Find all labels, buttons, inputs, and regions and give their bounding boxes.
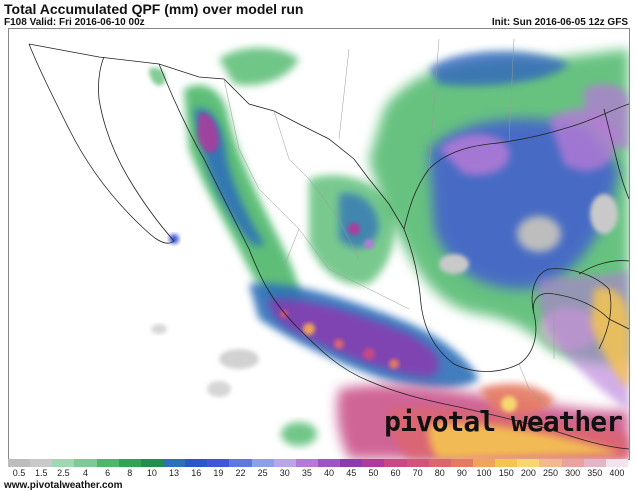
legend-label: 13 — [169, 468, 180, 478]
legend-swatch — [517, 459, 540, 467]
legend-label: 50 — [368, 468, 379, 478]
legend-swatch — [561, 459, 584, 467]
legend-swatch — [96, 459, 119, 467]
legend-label: 35 — [301, 468, 312, 478]
legend-swatch — [229, 459, 252, 467]
precip-field — [149, 47, 629, 459]
legend-label: 45 — [346, 468, 357, 478]
legend-swatch — [251, 459, 274, 467]
legend-label: 70 — [412, 468, 423, 478]
florida-coast — [603, 108, 629, 200]
legend-swatch — [8, 459, 31, 467]
legend-label: 200 — [520, 468, 536, 478]
legend-label: 25 — [257, 468, 268, 478]
map-title: Total Accumulated QPF (mm) over model ru… — [4, 1, 304, 17]
map-svg — [28, 38, 629, 459]
color-scale-bar — [8, 459, 628, 467]
cuba-coast — [578, 260, 629, 275]
legend-label: 40 — [324, 468, 335, 478]
pivotal-weather-logo: pivotal weather — [384, 405, 623, 438]
precipitation-map[interactable] — [8, 28, 630, 460]
texas-coast — [403, 103, 629, 230]
legend-swatch — [30, 459, 53, 467]
legend-label: 80 — [434, 468, 445, 478]
legend-swatch — [605, 459, 628, 467]
pacific-coast — [158, 63, 629, 450]
legend-label: 2.5 — [57, 468, 70, 478]
legend-swatch — [207, 459, 230, 467]
baja-california-coast — [28, 43, 175, 244]
legend-label: 22 — [235, 468, 246, 478]
legend-swatch — [118, 459, 141, 467]
legend-label: 1.5 — [34, 468, 48, 478]
legend-swatch — [583, 459, 606, 467]
legend-label: 100 — [476, 468, 492, 478]
source-url[interactable]: www.pivotalweather.com — [4, 480, 123, 491]
legend-swatch — [52, 459, 75, 467]
state-borders — [223, 38, 555, 410]
legend-label: 8 — [127, 468, 133, 478]
legend-label: 400 — [609, 468, 625, 478]
legend-swatch — [162, 459, 186, 467]
legend-swatch — [140, 459, 163, 467]
legend-swatch — [450, 459, 473, 467]
legend-label: 4 — [82, 468, 89, 478]
legend-swatch — [295, 459, 318, 467]
legend-label: 60 — [390, 468, 401, 478]
legend-swatch — [539, 459, 562, 467]
legend-label: 150 — [498, 468, 514, 478]
legend-label: 10 — [146, 468, 157, 478]
legend-label: 19 — [213, 468, 224, 478]
legend-swatch — [472, 459, 496, 467]
legend-label: 300 — [565, 468, 581, 478]
legend-swatch — [406, 459, 429, 467]
legend-swatch — [317, 459, 341, 467]
legend-label: 6 — [105, 468, 111, 478]
legend-swatch — [340, 459, 363, 467]
color-scale-labels: 0.5 1.5 2.5 4 6 8 10 13 16 19 22 25 30 35 40 45 50 60 70 80… — [8, 468, 628, 480]
legend-label: 30 — [279, 468, 290, 478]
legend-swatch — [384, 459, 407, 467]
legend-label: 250 — [542, 468, 559, 478]
legend-label: 350 — [587, 468, 603, 478]
legend-swatch — [362, 459, 385, 467]
legend-swatch — [428, 459, 451, 467]
legend-swatch — [185, 459, 208, 467]
init-time-label: Init: Sun 2016-06-05 12z GFS — [491, 17, 628, 28]
valid-time-label: F108 Valid: Fri 2016-06-10 00z — [4, 17, 145, 28]
legend-label: 0.5 — [12, 468, 26, 478]
legend-label: 16 — [191, 468, 202, 478]
legend-swatch — [273, 459, 296, 467]
legend-swatch — [74, 459, 97, 467]
legend-swatch — [495, 459, 518, 467]
legend-label: 90 — [456, 468, 467, 478]
